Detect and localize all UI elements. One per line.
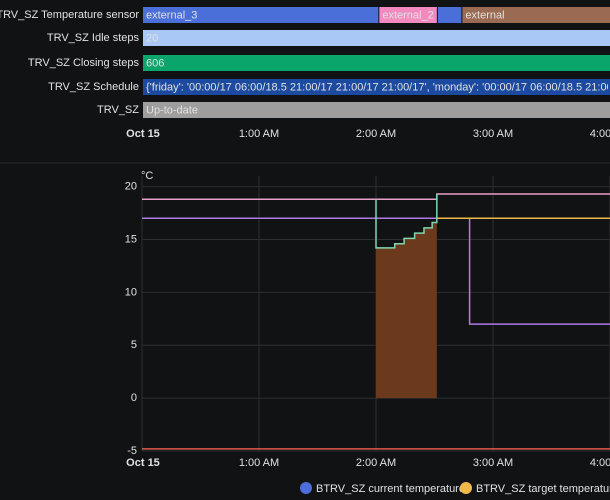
row-label: TRV_SZ Idle steps: [47, 32, 140, 44]
y-tick-label: 0: [131, 392, 137, 404]
segment-label: external_2: [382, 9, 433, 21]
row-label: TRV_SZ Temperature sensor: [0, 9, 139, 21]
row-label: TRV_SZ Closing steps: [28, 57, 140, 69]
timeline-segment: [379, 7, 437, 23]
timeline-segment: [143, 79, 610, 95]
segment-label: {'friday': '00:00/17 06:00/18.5 21:00/17…: [146, 81, 610, 93]
series-line: [375, 193, 438, 249]
legend-label: BTRV_SZ current temperature: [316, 483, 465, 495]
y-axis-label: °C: [141, 170, 153, 182]
legend-label: BTRV_SZ target temperature: [476, 483, 610, 495]
x-tick-label: 3:00 AM: [473, 457, 513, 469]
x-tick-label: 4:00 AM: [590, 128, 610, 140]
x-tick-label: 2:00 AM: [356, 457, 396, 469]
x-tick-label: 1:00 AM: [239, 457, 279, 469]
timeline-segment: [143, 102, 610, 118]
x-tick-label: Oct 15: [126, 128, 160, 140]
y-tick-label: 5: [131, 339, 137, 351]
segment-label: 20: [146, 32, 158, 44]
x-tick-label: 3:00 AM: [473, 128, 513, 140]
x-tick-label: 2:00 AM: [356, 128, 396, 140]
segment-label: Up-to-date: [146, 104, 198, 116]
legend-swatch: [300, 482, 312, 494]
y-tick-label: 20: [125, 180, 137, 192]
legend-swatch: [460, 482, 472, 494]
row-label: TRV_SZ Schedule: [48, 81, 139, 93]
timeline-segment: [143, 7, 379, 23]
row-label: TRV_SZ: [97, 104, 139, 116]
segment-label: external: [465, 9, 504, 21]
timeline-segment: [462, 7, 610, 23]
timeline-segment: [437, 7, 462, 23]
area: [376, 222, 437, 399]
timeline-segment: [143, 30, 610, 46]
series-line: [142, 217, 610, 325]
segment-label: external_3: [146, 9, 197, 21]
y-tick-label: -5: [127, 445, 137, 457]
y-tick-label: 10: [125, 286, 137, 298]
x-tick-label: 4:00 AM: [590, 457, 610, 469]
segment-label: 606: [146, 57, 164, 69]
y-tick-label: 15: [125, 233, 137, 245]
timeline-segment: [143, 55, 610, 71]
x-tick-label: Oct 15: [126, 457, 160, 469]
x-tick-label: 1:00 AM: [239, 128, 279, 140]
